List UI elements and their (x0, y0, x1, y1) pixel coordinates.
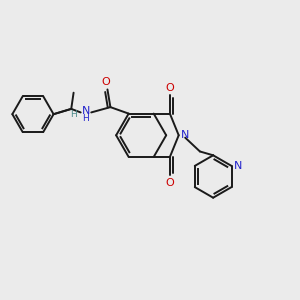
Text: N: N (180, 130, 189, 140)
Text: O: O (166, 178, 174, 188)
Text: O: O (102, 77, 110, 87)
Text: H: H (82, 114, 89, 123)
Text: N: N (82, 106, 90, 116)
Text: O: O (166, 83, 174, 93)
Text: H: H (70, 110, 77, 119)
Text: N: N (234, 161, 242, 171)
